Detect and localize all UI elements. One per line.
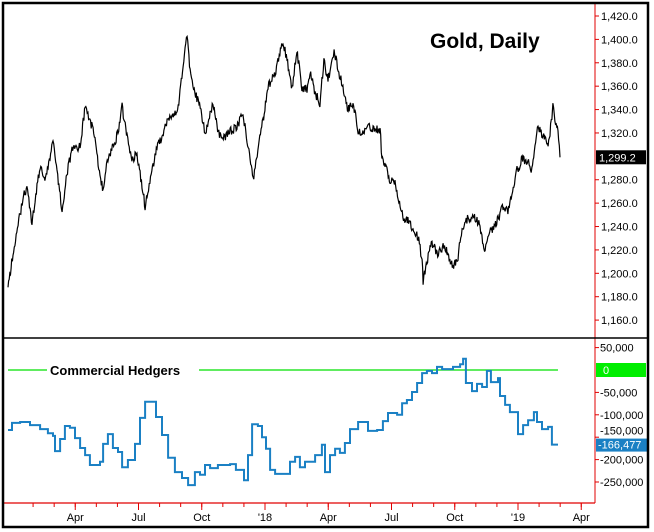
price-tick-label: 1,220.0 [601,245,638,257]
price-tick-label: 1,160.0 [601,315,638,327]
price-tick-label: 1,420.0 [601,11,638,23]
price-tick-label: 1,320.0 [601,128,638,140]
hedgers-tick-label: -100,000 [600,410,643,422]
x-tick-label: Jul [131,512,145,524]
x-tick-label: Apr [320,512,337,524]
last-price-label: 1,299.2 [599,152,636,164]
x-tick-label: '19 [511,512,525,524]
price-tick-label: 1,400.0 [601,34,638,46]
hedgers-tick-label: -150,000 [600,426,643,438]
x-axis: Apr Jul Oct '18 Apr Jul Oct '19 Apr [4,502,595,524]
hedgers-tick-label: 50,000 [600,343,634,355]
hedgers-tick-label: -200,000 [600,455,643,467]
x-tick-label: Apr [573,512,590,524]
hedgers-tick-label: -250,000 [600,477,643,489]
x-tick-label: Oct [446,512,463,524]
price-tick-label: 1,360.0 [601,81,638,93]
price-panel: Gold, Daily 1,420.0 1,400.0 1,380.0 1,360.0… [7,4,646,503]
hedgers-label-bg [47,362,199,378]
hedgers-panel: 50,000 -50,000 -100,000 -150,000 -200,000 -25… [8,343,648,489]
x-tick-label: Apr [67,512,84,524]
price-tick-label: 1,260.0 [601,198,638,210]
hedgers-label: Commercial Hedgers [50,363,180,378]
price-tick-label: 1,280.0 [601,175,638,187]
price-tick-label: 1,240.0 [601,222,638,234]
price-tick-label: 1,380.0 [601,58,638,70]
x-tick-label: '18 [258,512,272,524]
hedgers-step-line [8,357,558,487]
zero-box [596,363,646,377]
price-tick-label: 1,340.0 [601,105,638,117]
x-tick-label: Oct [193,512,210,524]
last-hedgers-box [596,438,648,452]
chart-title: Gold, Daily [430,30,540,53]
hedgers-tick-label: -50,000 [600,387,637,399]
price-tick-label: 1,180.0 [601,292,638,304]
zero-label: 0 [603,365,609,377]
last-price-box [596,150,646,165]
gold-price-line [7,34,561,288]
last-hedgers-label: -166,477 [598,440,641,452]
price-tick-label: 1,200.0 [601,268,638,280]
x-tick-label: Jul [384,512,398,524]
